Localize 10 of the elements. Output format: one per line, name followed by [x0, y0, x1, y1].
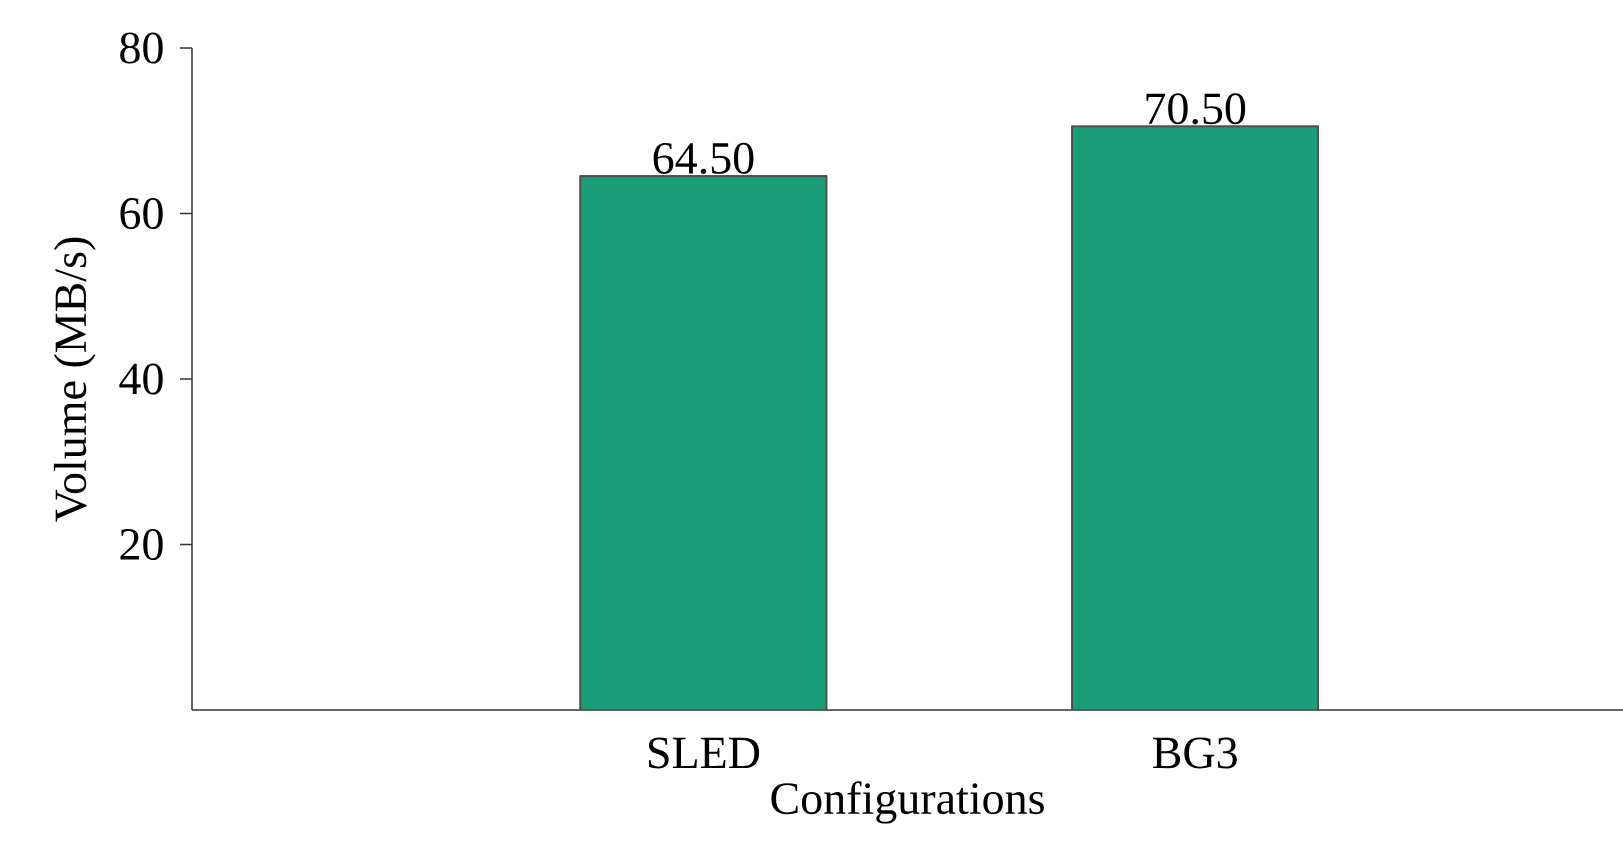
y-tick-label: 60 — [120, 197, 163, 230]
x-tick-label: BG3 — [1153, 737, 1237, 769]
y-tick-label: 40 — [119, 363, 163, 395]
data-label: 64.50 — [653, 142, 754, 175]
y-tick-label: 80 — [120, 32, 163, 64]
data-label: 70.50 — [1146, 93, 1246, 125]
y-tick-label: 20 — [120, 528, 163, 561]
y-axis-title: Volume (MB/s) — [53, 237, 96, 522]
x-axis-title: Configurations — [771, 781, 1044, 824]
x-tick-label: SLED — [649, 737, 760, 769]
